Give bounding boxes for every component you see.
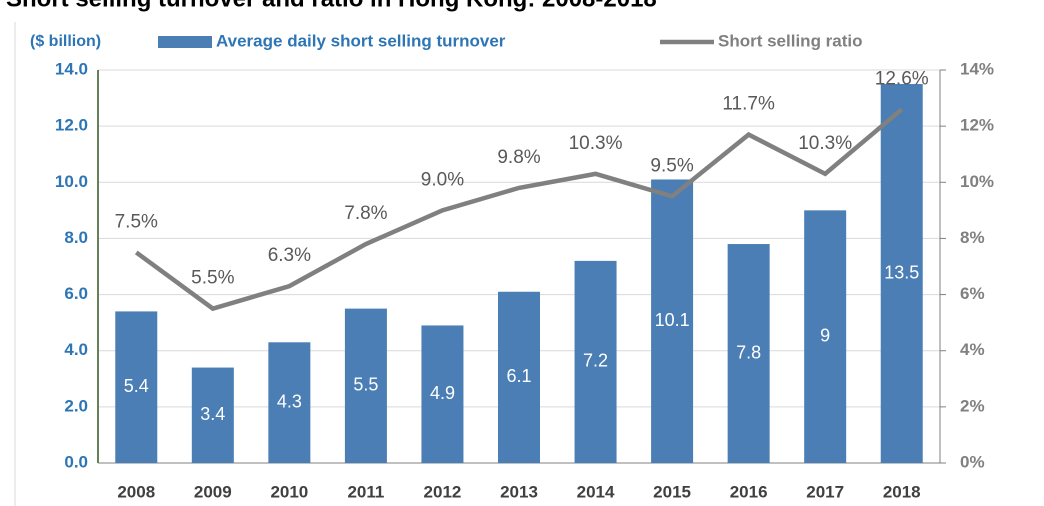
line-value-label: 12.6% — [875, 68, 929, 89]
y-tick-label: 10.0 — [55, 172, 88, 191]
x-tick-label: 2016 — [730, 482, 768, 501]
y-tick-label: 12.0 — [55, 116, 88, 135]
y-tick-label: 4.0 — [64, 340, 88, 359]
bar-value-label: 10.1 — [655, 310, 690, 330]
bar-value-label: 6.1 — [506, 366, 531, 386]
bar — [574, 260, 617, 463]
legend-label: Short selling ratio — [718, 31, 863, 50]
y2-tick-label: 2% — [960, 396, 985, 415]
x-tick-label: 2017 — [806, 482, 844, 501]
bar — [498, 291, 540, 463]
y-tick-label: 2.0 — [64, 396, 88, 415]
x-tick-label: 2011 — [347, 482, 384, 501]
bar — [115, 311, 158, 463]
y-tick-label: 0.0 — [64, 452, 88, 471]
y2-tick-label: 0% — [960, 452, 985, 471]
y2-tick-label: 8% — [960, 228, 985, 247]
bar-value-label: 9 — [820, 325, 830, 345]
line-value-label: 9.5% — [650, 155, 693, 176]
line-value-label: 7.5% — [115, 211, 158, 232]
y-axis-label: ($ billion) — [30, 33, 101, 50]
bar — [651, 179, 694, 463]
bar-value-label: 4.3 — [277, 391, 302, 411]
bar — [421, 325, 464, 463]
x-tick-label: 2015 — [653, 482, 691, 501]
x-tick-label: 2013 — [500, 482, 538, 501]
line-value-label: 10.3% — [569, 133, 623, 154]
bar — [268, 342, 311, 463]
line — [134, 107, 904, 312]
bar-value-label: 7.2 — [583, 351, 608, 371]
x-tick-label: 2010 — [270, 482, 308, 501]
y-tick-label: 6.0 — [64, 284, 88, 303]
line-value-label: 5.5% — [191, 268, 234, 289]
x-tick-label: 2009 — [194, 482, 232, 501]
y2-tick-label: 14% — [960, 59, 994, 78]
bar-value-label: 5.5 — [353, 375, 378, 395]
chart-title: Short selling turnover and ratio in Hong… — [6, 0, 657, 12]
bar — [191, 367, 234, 463]
line-value-label: 7.8% — [344, 203, 387, 224]
y2-tick-label: 10% — [960, 172, 994, 191]
bar-value-label: 4.9 — [430, 383, 455, 403]
legend-label: Average daily short selling turnover — [216, 31, 506, 50]
x-tick-label: 2008 — [117, 482, 155, 501]
y2-tick-label: 12% — [960, 116, 994, 135]
bar — [804, 210, 847, 463]
bar — [727, 244, 770, 463]
line-value-label: 9.0% — [421, 169, 464, 190]
bar-value-label: 7.8 — [736, 342, 761, 362]
x-tick-label: 2014 — [577, 482, 615, 501]
bar — [880, 84, 923, 464]
line-value-label: 9.8% — [497, 147, 540, 168]
x-tick-label: 2018 — [883, 482, 921, 501]
y-tick-label: 14.0 — [55, 59, 88, 78]
y-tick-label: 8.0 — [64, 228, 88, 247]
line-value-label: 11.7% — [722, 94, 775, 115]
y2-tick-label: 4% — [960, 340, 985, 359]
line-value-label: 10.3% — [798, 133, 852, 154]
y2-tick-label: 6% — [960, 284, 985, 303]
legend-swatch — [158, 36, 212, 48]
bar-value-label: 5.4 — [124, 376, 149, 396]
x-tick-label: 2012 — [424, 482, 462, 501]
line-value-label: 6.3% — [268, 245, 311, 266]
bar-value-label: 13.5 — [884, 262, 919, 282]
bar — [344, 308, 387, 463]
bar-value-label: 3.4 — [200, 404, 225, 424]
